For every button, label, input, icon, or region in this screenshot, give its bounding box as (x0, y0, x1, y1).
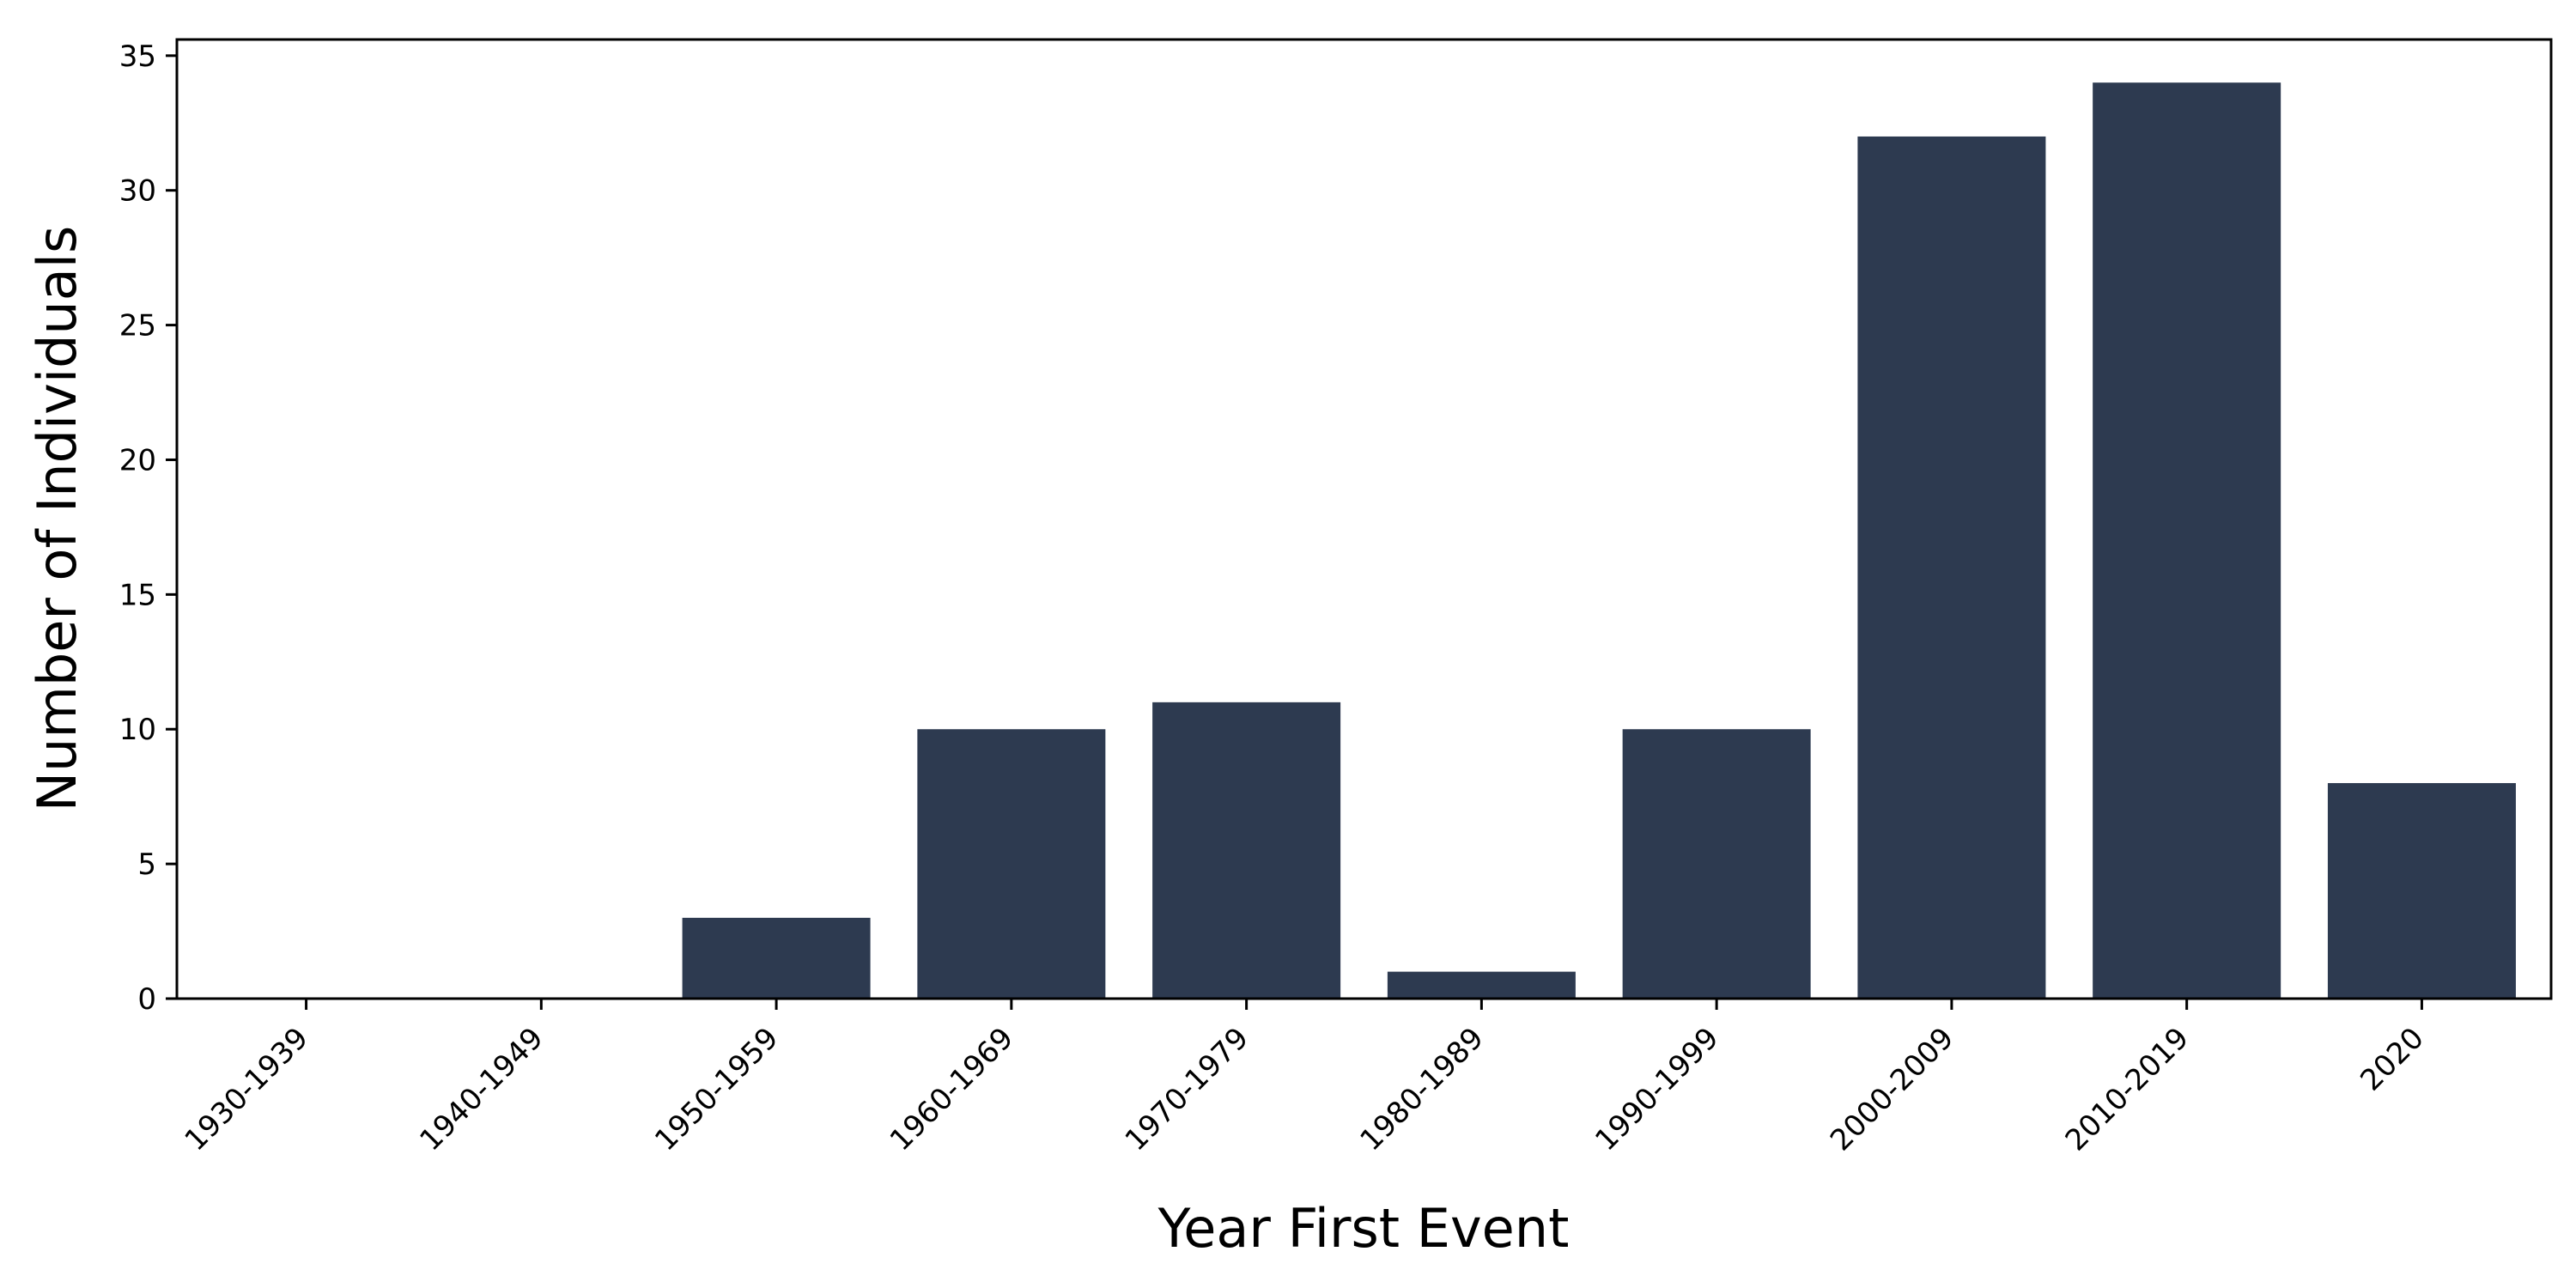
y-tick-label: 35 (119, 39, 156, 74)
bar-1990-1999 (1622, 729, 1811, 999)
y-tick-label: 0 (137, 982, 156, 1017)
bar-1960-1969 (917, 729, 1106, 999)
bar-2020 (2327, 782, 2516, 999)
x-tick-label: 1930-1939 (179, 1021, 315, 1157)
y-tick-label: 15 (119, 578, 156, 612)
x-tick-label: 1940-1949 (413, 1021, 550, 1157)
x-tick-label: 1980-1989 (1353, 1021, 1490, 1157)
x-tick-label: 1970-1979 (1119, 1021, 1255, 1157)
bar-1950-1959 (682, 917, 871, 999)
x-tick-label: 1960-1969 (884, 1021, 1020, 1157)
y-tick-label: 10 (119, 713, 156, 747)
y-tick-label: 30 (119, 174, 156, 209)
bar-1970-1979 (1152, 702, 1341, 999)
y-tick-label: 5 (137, 848, 156, 882)
plot-frame (175, 38, 2553, 1000)
y-axis-title: Number of Individuals (26, 226, 88, 811)
bar-2010-2019 (2093, 82, 2281, 999)
x-axis-ticks: 1930-1939 1940-1949 1950-1959 1960-1969 1970… (179, 999, 2431, 1157)
x-axis-title: Year First Event (1157, 1197, 1570, 1260)
bar-2000-2009 (1857, 136, 2046, 999)
bar-1980-1989 (1387, 971, 1576, 999)
x-tick-label: 2020 (2354, 1021, 2430, 1097)
y-tick-label: 25 (119, 309, 156, 343)
x-tick-label: 2010-2019 (2059, 1021, 2196, 1157)
y-axis-ticks: 0 5 10 15 20 25 30 35 (119, 39, 177, 1017)
x-tick-label: 1950-1959 (648, 1021, 785, 1157)
y-tick-label: 20 (119, 443, 156, 477)
x-tick-label: 1990-1999 (1589, 1021, 1725, 1157)
x-tick-label: 2000-2009 (1824, 1021, 1960, 1157)
bars (682, 82, 2516, 999)
